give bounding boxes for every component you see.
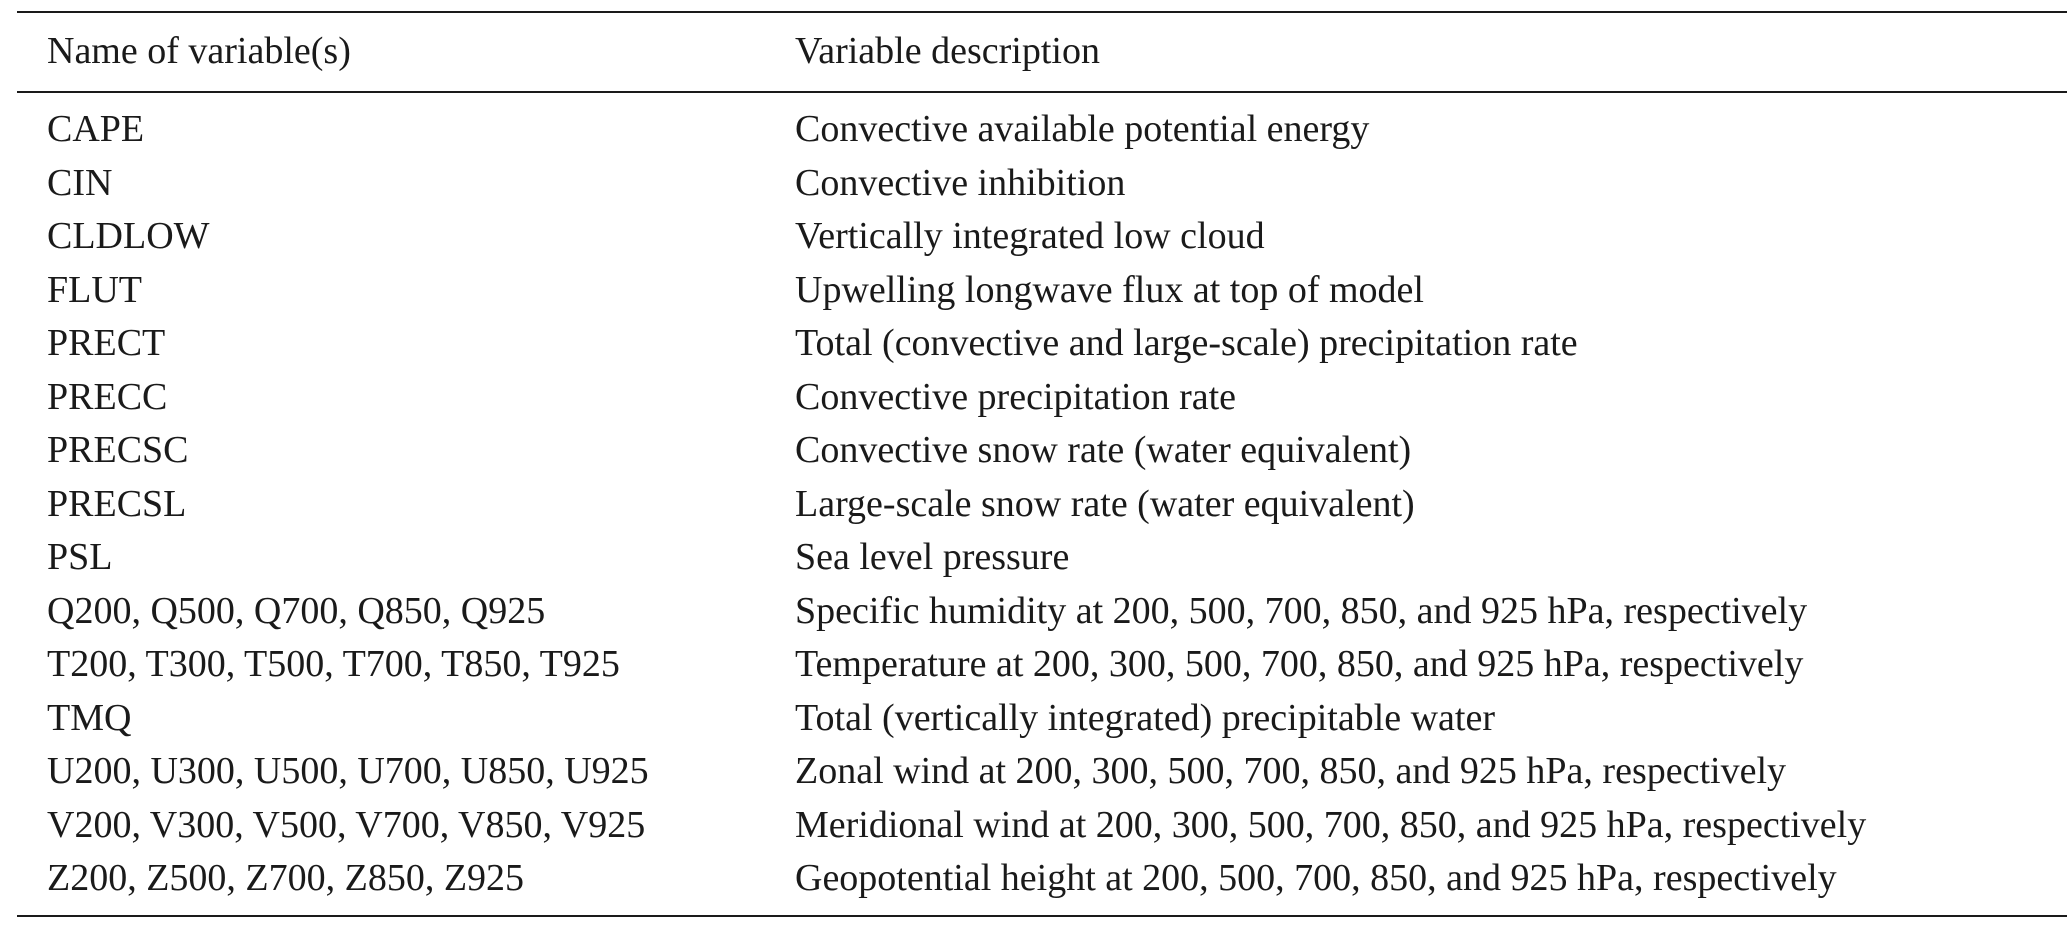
variable-name: PRECSC — [47, 429, 189, 471]
variable-name: PRECT — [47, 322, 166, 364]
variable-name: TMQ — [47, 696, 132, 739]
variables-table-container: Name of variable(s) Variable description… — [17, 11, 2067, 917]
table-header: Name of variable(s) Variable description — [17, 13, 2067, 91]
table-row: V200, V300, V500, V700, V850, V925 Meridi… — [17, 799, 2067, 853]
variable-name: CIN — [47, 161, 113, 204]
variable-name: V200, V300, V500, V700, V850, V925 — [47, 803, 646, 846]
variable-name: CAPE — [47, 108, 145, 150]
variable-name: U200, U300, U500, U700, U850, U925 — [47, 750, 649, 792]
table-row: PRECSL Large-scale snow rate (water equiv… — [17, 478, 2067, 532]
variable-description: Specific humidity at 200, 500, 700, 850,… — [795, 589, 1808, 632]
table-row: Q200, Q500, Q700, Q850, Q925 Specific hum… — [17, 585, 2067, 639]
table-body: CAPE Convective available potential energ… — [17, 93, 2067, 915]
table-row: CIN Convective inhibition — [17, 157, 2067, 211]
variable-description: Total (convective and large-scale) preci… — [795, 322, 1578, 364]
variable-description: Convective snow rate (water equivalent) — [795, 429, 1412, 471]
table-row: Z200, Z500, Z700, Z850, Z925 Geopotential… — [17, 852, 2067, 915]
variable-description: Temperature at 200, 300, 500, 700, 850, … — [795, 643, 1804, 685]
table-row: CLDLOW Vertically integrated low cloud — [17, 210, 2067, 264]
header-row: Name of variable(s) Variable description — [17, 13, 2067, 91]
variable-name: PRECSL — [47, 482, 187, 525]
variable-description: Sea level pressure — [795, 536, 1070, 578]
variable-name: FLUT — [47, 268, 142, 311]
variable-name: PSL — [47, 536, 113, 578]
table-row: FLUT Upwelling longwave flux at top of mo… — [17, 264, 2067, 318]
variable-name: CLDLOW — [47, 215, 210, 257]
table-row: PRECSC Convective snow rate (water equiva… — [17, 424, 2067, 478]
table-row: PRECC Convective precipitation rate — [17, 371, 2067, 425]
variables-table-body: CAPE Convective available potential energ… — [17, 93, 2067, 915]
header-name-of-variables: Name of variable(s) — [47, 30, 351, 73]
table-row: U200, U300, U500, U700, U850, U925 Zonal … — [17, 745, 2067, 799]
variable-description: Zonal wind at 200, 300, 500, 700, 850, a… — [795, 750, 1787, 792]
variable-description: Large-scale snow rate (water equivalent) — [795, 482, 1415, 525]
table-row: CAPE Convective available potential energ… — [17, 93, 2067, 157]
variable-name: Z200, Z500, Z700, Z850, Z925 — [47, 857, 525, 899]
variable-description: Geopotential height at 200, 500, 700, 85… — [795, 857, 1837, 899]
table-row: T200, T300, T500, T700, T850, T925 Temper… — [17, 638, 2067, 692]
table-header-rule — [17, 91, 2067, 93]
variable-name: Q200, Q500, Q700, Q850, Q925 — [47, 589, 546, 632]
variable-description: Convective inhibition — [795, 161, 1126, 204]
table-row: PSL Sea level pressure — [17, 531, 2067, 585]
table-top-rule — [17, 11, 2067, 13]
table-bottom-rule — [17, 914, 2067, 917]
table-row: TMQ Total (vertically integrated) precipi… — [17, 692, 2067, 746]
variable-name: T200, T300, T500, T700, T850, T925 — [47, 643, 620, 685]
variable-description: Upwelling longwave flux at top of model — [795, 268, 1424, 311]
header-variable-description: Variable description — [795, 30, 1100, 73]
variable-description: Convective available potential energy — [795, 108, 1370, 150]
variable-description: Convective precipitation rate — [795, 375, 1237, 418]
variable-description: Meridional wind at 200, 300, 500, 700, 8… — [795, 803, 1867, 846]
variable-description: Total (vertically integrated) precipitab… — [795, 696, 1495, 739]
variable-name: PRECC — [47, 375, 168, 418]
table-row: PRECT Total (convective and large-scale) … — [17, 317, 2067, 371]
variables-table: Name of variable(s) Variable description — [17, 13, 2067, 91]
variable-description: Vertically integrated low cloud — [795, 215, 1265, 257]
